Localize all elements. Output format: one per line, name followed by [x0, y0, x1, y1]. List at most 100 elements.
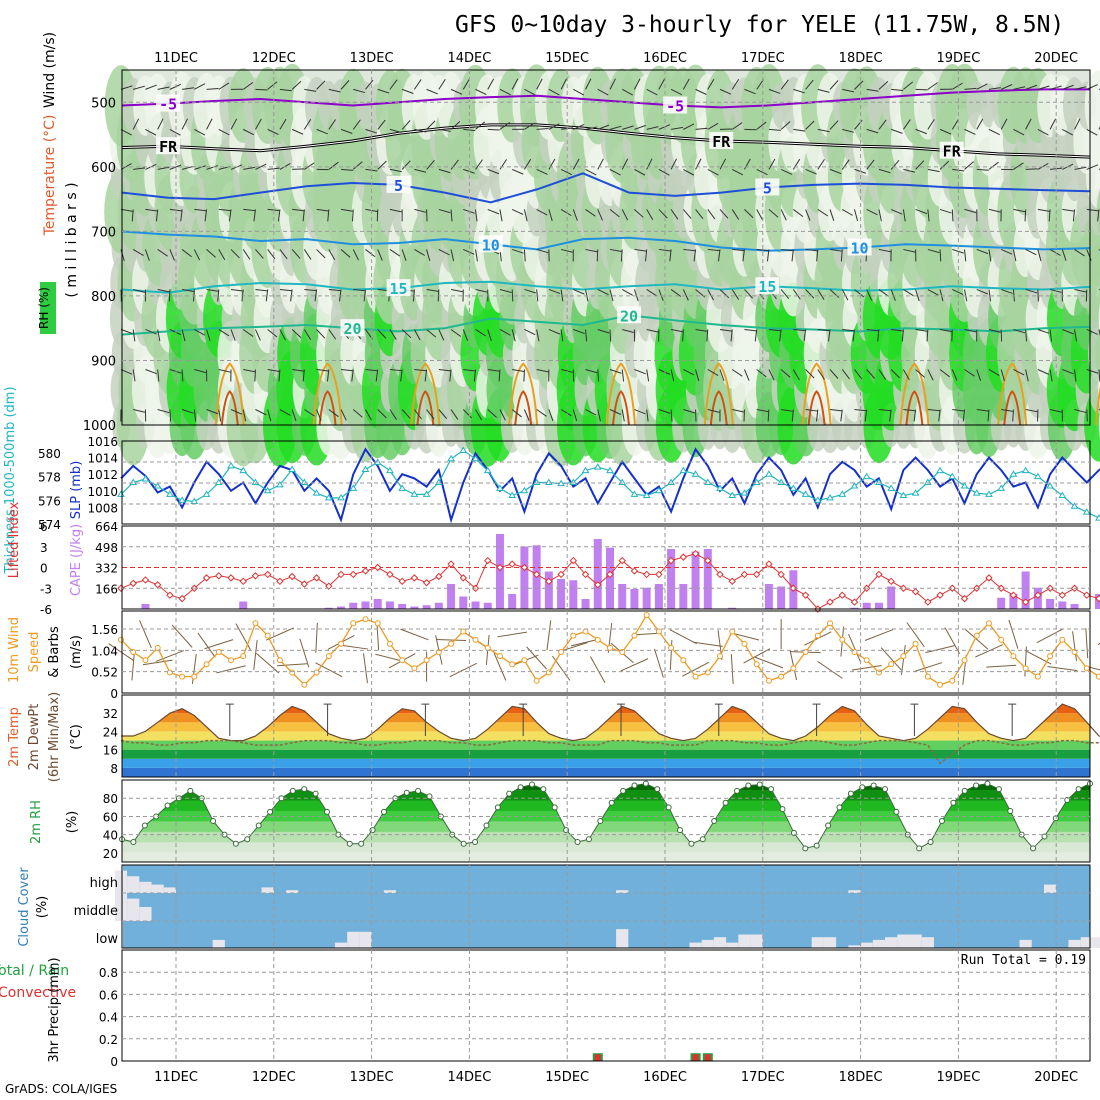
wind-speed-point: [448, 640, 455, 647]
wind-barb: [975, 644, 1003, 658]
rh-point: [380, 808, 387, 815]
wind-barb: [890, 128, 903, 134]
wind-barb: [658, 124, 671, 130]
li-tick-label: -3: [40, 582, 52, 596]
wind-barb: [438, 409, 448, 419]
cape-bar: [141, 604, 150, 609]
cloud-bar-high: [139, 881, 152, 893]
wind-barb: [277, 663, 308, 667]
wind-barb: [658, 168, 670, 176]
rh-point: [802, 845, 809, 852]
wind-barb: [622, 125, 634, 130]
cape-tick-label: 332: [95, 562, 118, 576]
thickness-point: [153, 482, 162, 489]
chart-title: GFS 0~10day 3-hourly for YELE (11.75W, 8…: [455, 12, 1065, 38]
wind-barb: [389, 409, 397, 420]
wind-barb: [597, 369, 600, 382]
wind-barb: [1049, 249, 1061, 256]
cloud-bar-low: [713, 937, 727, 948]
wind-barb: [658, 248, 671, 252]
wind-barb: [182, 288, 195, 293]
wind-barb: [267, 329, 278, 338]
wind-barb: [1013, 128, 1025, 136]
wind-barb: [181, 118, 189, 130]
wind-barb: [854, 80, 864, 90]
wind-barb: [682, 78, 690, 90]
wind-barb: [278, 369, 281, 382]
wind-barb: [1049, 329, 1053, 342]
cloud-bar-low: [347, 931, 360, 948]
wind-barb: [316, 208, 329, 212]
wind-barb: [450, 120, 461, 130]
wind-barb: [299, 638, 310, 668]
wind-barb: [842, 128, 855, 133]
wind-barb: [548, 88, 560, 96]
wind-barb: [303, 329, 312, 340]
isotherm-25: [801, 362, 832, 426]
wind-barb: [328, 288, 341, 292]
li-tick-label: 3: [40, 541, 48, 555]
thickness-tick-label: 578: [38, 471, 61, 485]
lifted-index-point: [1058, 591, 1067, 599]
wind-barb: [424, 369, 428, 382]
wind-barb: [792, 369, 800, 381]
wind-barb: [1013, 162, 1024, 170]
wind-barb: [548, 158, 556, 170]
wind-barb: [523, 209, 528, 222]
wind-barb: [829, 369, 839, 379]
cloud-bar-high: [127, 876, 140, 893]
wind-barb: [719, 88, 732, 95]
wind-barb: [498, 369, 501, 382]
wind-barb: [218, 128, 230, 136]
wind-barb: [988, 87, 1001, 90]
thickness-point: [288, 465, 297, 472]
wind-barb: [365, 409, 372, 421]
rh-point: [961, 787, 968, 794]
wind-barb: [182, 87, 195, 90]
wind-barb: [646, 209, 654, 220]
rh-point: [779, 806, 786, 813]
wind-barb: [572, 158, 580, 170]
precip-convective-bar: [692, 1054, 699, 1061]
wind-barb: [193, 409, 197, 422]
wind-barb: [144, 249, 150, 261]
wind-barb: [852, 329, 855, 342]
thickness-point: [862, 472, 871, 480]
wind-barb: [987, 409, 990, 422]
wind-barb: [828, 329, 831, 342]
wind-barb: [817, 88, 830, 93]
rh-point: [1075, 786, 1082, 793]
rh-point: [620, 787, 627, 794]
cape-bar: [520, 546, 529, 609]
wind-barb: [1086, 208, 1099, 212]
cape-bar: [361, 601, 370, 609]
cloud-bar-high: [383, 890, 397, 893]
lifted-index-point: [545, 577, 553, 586]
li-tick-label: 0: [40, 562, 48, 576]
wind-barb: [634, 124, 646, 130]
wind-barb: [316, 80, 326, 90]
wind-barb: [707, 209, 716, 220]
wind-barb: [927, 369, 934, 381]
wind-speed-point: [1095, 673, 1100, 680]
wind-barb: [1025, 168, 1038, 170]
wind-barb: [803, 329, 807, 342]
wind-barb: [414, 128, 427, 133]
wind-barb: [217, 289, 220, 302]
wind-barb: [145, 329, 157, 335]
wind-barb: [1085, 628, 1089, 659]
wind-barb: [915, 369, 925, 378]
wind-barb: [291, 409, 297, 422]
thickness-point: [1009, 470, 1018, 477]
wind-barb: [1025, 118, 1032, 130]
wind-speed-point: [912, 640, 919, 647]
wind-speed-point: [521, 657, 528, 664]
wind-barb: [1086, 164, 1099, 170]
thickness-point: [679, 466, 688, 474]
thickness-point: [508, 491, 517, 499]
wind-barb: [890, 159, 900, 170]
wind-barb: [194, 83, 206, 90]
temp-axis-title: 2m Temp: [7, 707, 22, 767]
isotherm-25: [312, 362, 343, 426]
wind-barb: [291, 80, 302, 90]
